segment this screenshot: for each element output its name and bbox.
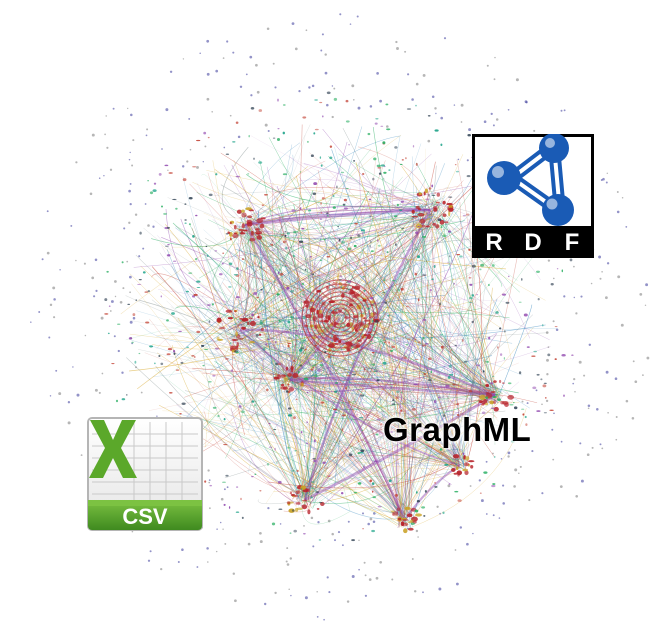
rdf-letter-f: F <box>565 229 580 256</box>
graph-nodes <box>104 91 574 542</box>
graph-edges <box>120 124 558 528</box>
rdf-logo-icon: R D F <box>472 134 594 258</box>
rdf-letter-d: D <box>524 229 541 256</box>
rdf-logo: R D F <box>472 134 594 258</box>
csv-label: CSV <box>122 504 168 529</box>
excel-x-icon <box>89 420 137 478</box>
graph-clusters <box>216 188 515 534</box>
csv-file-icon: CSV <box>86 416 206 533</box>
spreadsheet-file-icon: CSV <box>87 417 203 531</box>
rdf-letter-r: R <box>485 229 502 256</box>
graphml-label: GraphML <box>383 411 532 448</box>
rdf-molecule-icon <box>487 134 574 226</box>
